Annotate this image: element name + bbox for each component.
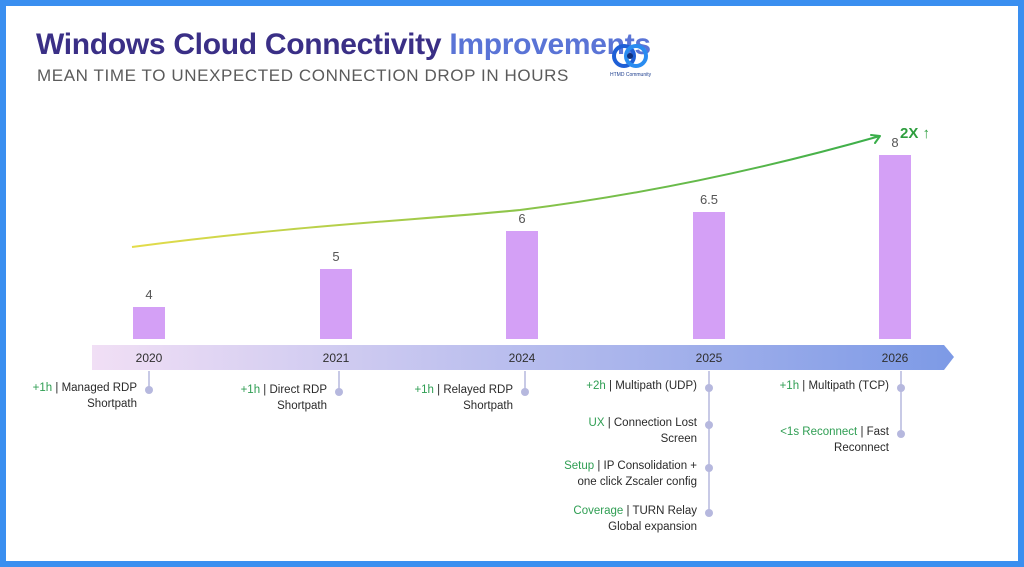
feature-text: | Multipath (TCP) xyxy=(799,380,889,392)
chart-title: Windows Cloud Connectivity Improvements xyxy=(36,28,651,62)
timeline-axis xyxy=(92,345,954,370)
feature-line: +1h | Relayed RDP xyxy=(414,382,513,398)
htmd-logo-icon xyxy=(612,44,648,68)
feature-text: | IP Consolidation + xyxy=(594,460,697,472)
feature-tag: Coverage xyxy=(573,505,624,517)
feature-text: | Multipath (UDP) xyxy=(605,380,697,392)
feature-text-line2: Shortpath xyxy=(463,400,513,412)
feature-line: <1s Reconnect | Fast xyxy=(780,424,889,440)
feature-tag: <1s Reconnect xyxy=(780,426,858,438)
feature-line: Coverage | TURN Relay xyxy=(573,503,697,519)
feature-marker xyxy=(705,464,713,472)
feature-item: +1h | Direct RDP Shortpath xyxy=(241,382,327,414)
feature-item: Coverage | TURN Relay Global expansion xyxy=(573,503,697,535)
title-main: Windows Cloud Connectivity xyxy=(36,28,442,61)
feature-item: UX | Connection Lost Screen xyxy=(589,415,697,447)
value-label-2020: 4 xyxy=(145,287,152,302)
value-label-2025: 6.5 xyxy=(700,192,718,207)
bar-2020 xyxy=(133,307,165,339)
feature-line: +1h | Direct RDP xyxy=(241,382,327,398)
feature-line: +2h | Multipath (UDP) xyxy=(586,378,697,394)
feature-item: +2h | Multipath (UDP) xyxy=(586,378,697,394)
feature-marker xyxy=(705,384,713,392)
feature-marker xyxy=(897,430,905,438)
feature-text: | Connection Lost xyxy=(604,417,697,429)
feature-marker xyxy=(897,384,905,392)
feature-tag: +1h xyxy=(779,380,800,392)
tick-label-2026: 2026 xyxy=(882,351,909,365)
bar-2025 xyxy=(693,212,725,339)
value-label-2021: 5 xyxy=(332,249,339,264)
feature-text-line2: Global expansion xyxy=(608,521,697,533)
feature-item: +1h | Multipath (TCP) xyxy=(780,378,889,394)
trend-arrowhead-icon xyxy=(870,134,881,144)
feature-line: UX | Connection Lost xyxy=(589,415,697,431)
tick-label-2021: 2021 xyxy=(323,351,350,365)
tick-label-2025: 2025 xyxy=(696,351,723,365)
feature-text: | Relayed RDP xyxy=(433,384,513,396)
feature-text: | TURN Relay xyxy=(623,505,697,517)
feature-marker xyxy=(145,386,153,394)
feature-tag: +1h xyxy=(240,384,261,396)
tick-label-2020: 2020 xyxy=(136,351,163,365)
feature-tag: Setup xyxy=(564,460,595,472)
feature-tag: +2h xyxy=(586,380,606,392)
feature-tag: +1h xyxy=(414,384,434,396)
feature-tag: +1h xyxy=(32,382,53,394)
feature-marker xyxy=(521,388,529,396)
feature-text-line2: one click Zscaler config xyxy=(577,476,697,488)
feature-text-line2: Shortpath xyxy=(277,400,327,412)
feature-line: Setup | IP Consolidation + xyxy=(564,458,697,474)
feature-marker xyxy=(705,509,713,517)
bar-2024 xyxy=(506,231,538,339)
feature-item: Setup | IP Consolidation + one click Zsca… xyxy=(564,458,697,490)
bar-2021 xyxy=(320,269,352,339)
bar-2026 xyxy=(879,155,911,339)
feature-marker xyxy=(335,388,343,396)
feature-tag: UX xyxy=(588,417,605,429)
feature-markers xyxy=(145,371,905,517)
feature-marker xyxy=(705,421,713,429)
feature-item: <1s Reconnect | Fast Reconnect xyxy=(780,424,889,456)
title-accent: Improvements xyxy=(449,28,651,61)
trend-curve xyxy=(131,135,881,248)
tick-label-2024: 2024 xyxy=(509,351,536,365)
feature-text: | Managed RDP xyxy=(52,382,137,394)
feature-text-line2: Reconnect xyxy=(834,442,889,454)
feature-text-line2: Shortpath xyxy=(87,398,137,410)
logo-text: HTMD Community xyxy=(610,72,652,78)
feature-line: +1h | Managed RDP xyxy=(33,380,137,396)
feature-text-line2: Screen xyxy=(660,433,697,445)
value-label-2026: 8 xyxy=(891,135,898,150)
chart-subtitle: MEAN TIME TO UNEXPECTED CONNECTION DROP … xyxy=(37,66,569,85)
value-label-2024: 6 xyxy=(518,211,525,226)
feature-item: +1h | Relayed RDP Shortpath xyxy=(414,382,513,414)
feature-line: +1h | Multipath (TCP) xyxy=(780,378,889,394)
trend-annotation: 2X ↑ xyxy=(900,125,930,142)
feature-text: | Fast xyxy=(857,426,889,438)
feature-item: +1h | Managed RDP Shortpath xyxy=(33,380,137,412)
bar-group: 4 2020 5 2021 6 2024 6.5 2025 8 2026 xyxy=(133,135,911,365)
feature-text: | Direct RDP xyxy=(260,384,327,396)
